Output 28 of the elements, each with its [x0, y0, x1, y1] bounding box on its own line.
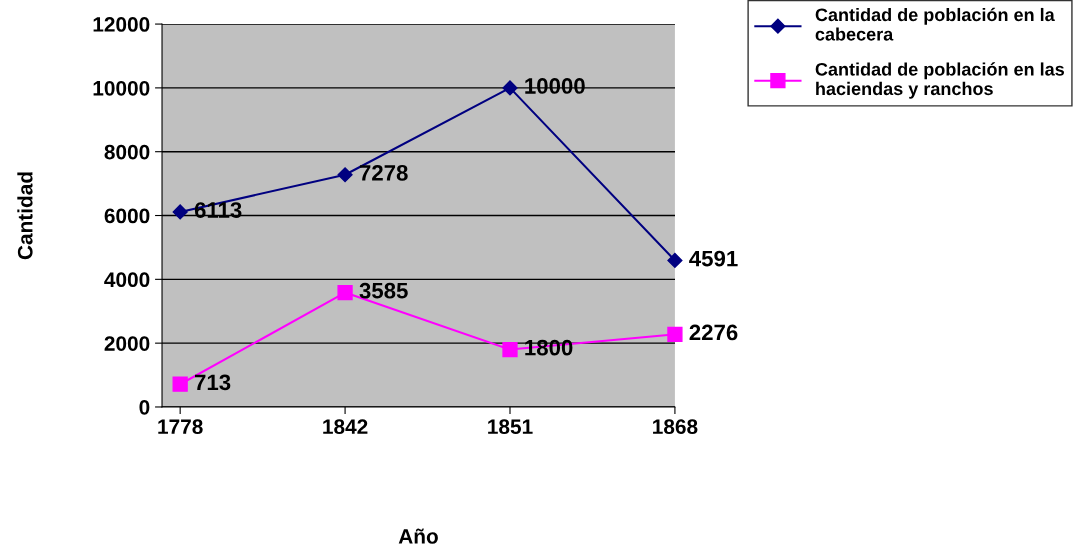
x-tick-label: 1851: [488, 419, 533, 435]
point: [172, 204, 188, 220]
y-tick-label: 6000: [104, 208, 150, 224]
point: [172, 376, 188, 392]
point: [667, 252, 683, 269]
point: [337, 167, 353, 183]
data-label: 3585: [359, 282, 408, 299]
y-axis-title: Cantidad: [17, 172, 33, 260]
point: [667, 326, 683, 342]
y-tick-label: 12000: [93, 17, 150, 32]
x-axis-title: Año: [398, 528, 438, 544]
point: [502, 341, 518, 358]
y-tick-label: 2000: [104, 336, 150, 351]
point: [337, 284, 353, 301]
x-tick-label: 1868: [653, 419, 698, 435]
data-label: 2276: [689, 324, 738, 341]
legend-label: Cantidad de población en las haciendas y ranchos: [815, 62, 1064, 99]
point: [502, 80, 518, 96]
x-tick-label: 1778: [158, 419, 203, 435]
x-tick-label: 1842: [323, 419, 368, 435]
data-label: 713: [195, 374, 231, 391]
data-label: 4591: [689, 250, 738, 267]
y-tick-label: 0: [139, 399, 150, 415]
y-tick-label: 8000: [104, 144, 150, 160]
legend-label: Cantidad de población en la cabecera: [815, 7, 1055, 41]
y-tick-label: 4000: [104, 272, 150, 288]
y-tick-label: 10000: [93, 80, 150, 96]
data-label: 7278: [359, 164, 408, 181]
